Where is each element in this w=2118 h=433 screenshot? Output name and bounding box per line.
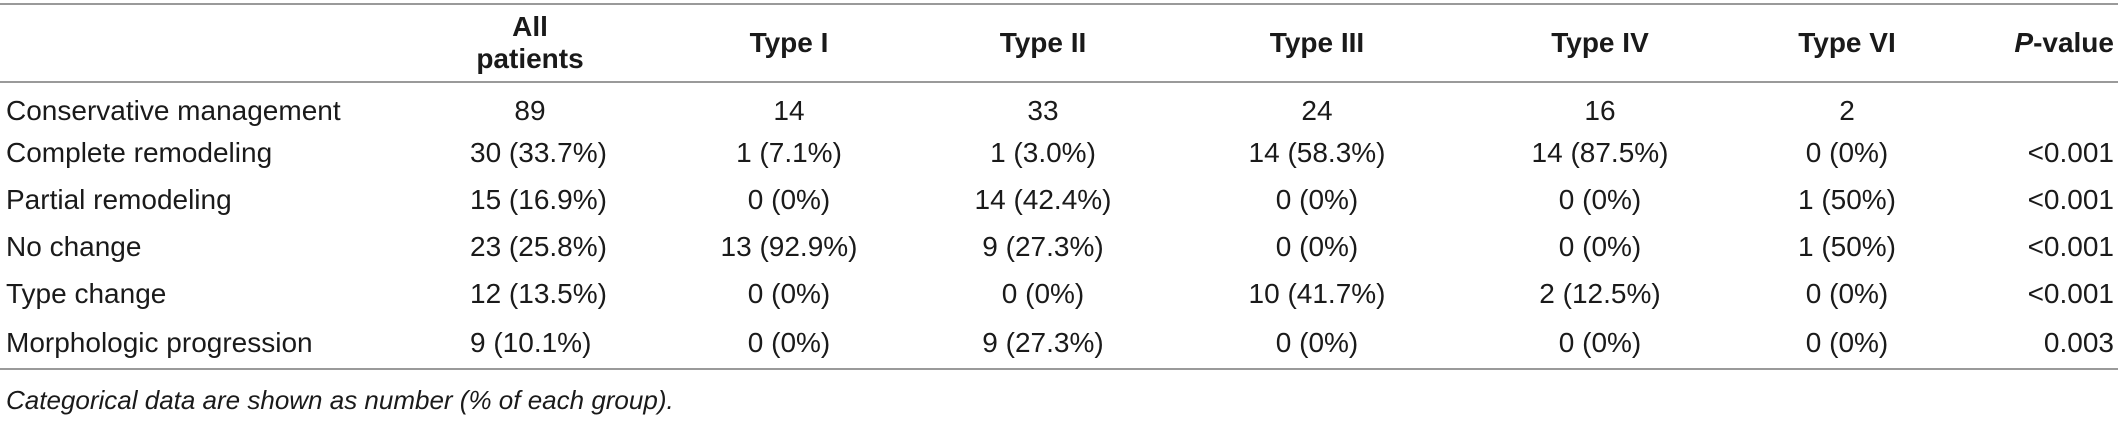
row-label: Morphologic progression [6,326,313,358]
cell-t3: 10 (41.7%) [1248,277,1386,309]
header-p-value: P-value [1920,4,2118,82]
header-type-iv: Type IV [1551,27,1649,58]
cell-t1: 0 (0%) [747,183,831,215]
cell-t1: 0 (0%) [747,326,831,358]
cell-t4: 14 (87.5%) [1531,136,1669,168]
table-row: Partial remodeling 15 (16.9%) 0 (0%) 14 (42… [0,176,2118,223]
cell-all: 30 (33.7%) [470,136,607,168]
cell-t2: 9 (27.3%) [982,326,1104,358]
table-body: Conservative management 89 14 33 24 16 2 Comple… [0,82,2118,369]
table-row: Morphologic progression 9 (10.1%) 0 (0%) 9 … [0,317,2118,369]
table-row: Complete remodeling 30 (33.7%) 1 (7.1%) 1 (… [0,129,2118,176]
header-row: All patients Type I Type II Type III Typ… [0,4,2118,82]
table-row: No change 23 (25.8%) 13 (92.9%) 9 (27.3%) 0 … [0,223,2118,270]
cell-t4: 16 [1584,95,1616,126]
cell-t3: 0 (0%) [1275,230,1359,262]
cell-t6: 0 (0%) [1805,326,1889,358]
header-type-vi: Type VI [1798,27,1896,58]
cell-t2: 1 (3.0%) [990,136,1096,168]
row-label: No change [6,230,142,262]
cell-t6: 0 (0%) [1805,136,1889,168]
cell-p: <0.001 [2027,230,2114,262]
cell-all: 15 (16.9%) [470,183,607,215]
cell-t3: 24 [1301,95,1333,126]
header-all-patients: All patients [476,11,584,74]
cell-t6: 1 (50%) [1797,183,1897,215]
cell-t1: 14 [773,95,805,126]
cell-t2: 33 [1027,95,1059,126]
cell-p: <0.001 [2027,136,2114,168]
cell-t1: 0 (0%) [747,277,831,309]
results-table: All patients Type I Type II Type III Typ… [0,3,2118,370]
header-type-i: Type I [749,27,829,58]
cell-t4: 2 (12.5%) [1539,277,1661,309]
header-label [0,4,430,82]
cell-t3: 0 (0%) [1275,183,1359,215]
cell-p [1920,82,2118,129]
cell-t4: 0 (0%) [1558,326,1642,358]
cell-all: 12 (13.5%) [470,277,607,309]
row-label: Conservative management [6,95,341,126]
cell-p: <0.001 [2027,183,2114,215]
cell-all: 9 (10.1%) [470,326,592,358]
cell-t2: 0 (0%) [1001,277,1085,309]
cell-t4: 0 (0%) [1558,183,1642,215]
cell-t2: 14 (42.4%) [974,183,1112,215]
cell-p: <0.001 [2027,277,2114,309]
cell-p: 0.003 [2043,326,2114,358]
cell-t4: 0 (0%) [1558,230,1642,262]
cell-t2: 9 (27.3%) [982,230,1104,262]
header-p-suffix: -value [2033,27,2114,58]
row-label: Partial remodeling [6,183,232,215]
cell-all: 23 (25.8%) [470,230,607,262]
cell-t6: 1 (50%) [1797,230,1897,262]
header-type-iii: Type III [1269,27,1365,58]
table-row: Conservative management 89 14 33 24 16 2 [0,82,2118,129]
cell-t1: 13 (92.9%) [720,230,858,262]
header-type-ii: Type II [999,27,1087,58]
row-label: Type change [6,277,167,309]
table-header: All patients Type I Type II Type III Typ… [0,4,2118,82]
header-p-letter: P [2014,27,2034,58]
cell-t3: 0 (0%) [1275,326,1359,358]
cell-t3: 14 (58.3%) [1248,136,1386,168]
row-label: Complete remodeling [6,136,273,168]
footnote: Categorical data are shown as number (% … [6,385,674,415]
table-row: Type change 12 (13.5%) 0 (0%) 0 (0%) 10 (41.… [0,270,2118,317]
cell-t1: 1 (7.1%) [736,136,842,168]
cell-t6: 0 (0%) [1805,277,1889,309]
cell-all: 89 [514,95,546,126]
cell-t6: 2 [1839,95,1855,126]
